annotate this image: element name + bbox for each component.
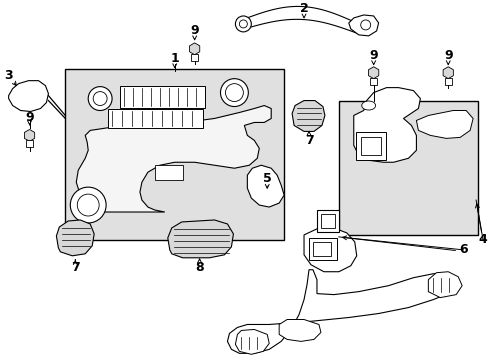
Bar <box>355 132 385 160</box>
Bar <box>191 54 198 60</box>
Polygon shape <box>24 130 35 141</box>
Circle shape <box>360 20 370 30</box>
Polygon shape <box>189 43 200 55</box>
Text: 9: 9 <box>25 111 34 124</box>
Polygon shape <box>291 100 324 131</box>
Bar <box>26 140 33 147</box>
Text: 6: 6 <box>458 243 467 256</box>
Polygon shape <box>76 105 271 212</box>
Polygon shape <box>9 81 48 112</box>
Circle shape <box>239 20 247 28</box>
Ellipse shape <box>361 101 375 110</box>
Circle shape <box>77 194 99 216</box>
Polygon shape <box>304 228 356 272</box>
Text: 7: 7 <box>304 134 313 147</box>
Polygon shape <box>56 220 94 256</box>
Circle shape <box>70 187 106 223</box>
Text: 7: 7 <box>71 261 80 274</box>
Circle shape <box>225 84 243 102</box>
Bar <box>369 78 376 85</box>
Bar <box>316 210 338 232</box>
Circle shape <box>93 91 107 105</box>
Text: 9: 9 <box>190 24 199 37</box>
Polygon shape <box>227 270 459 353</box>
Text: 9: 9 <box>368 49 377 62</box>
Polygon shape <box>235 329 269 354</box>
Bar <box>360 138 380 155</box>
Polygon shape <box>368 67 378 78</box>
Bar <box>320 214 334 228</box>
Circle shape <box>235 16 251 32</box>
Polygon shape <box>167 220 233 258</box>
Polygon shape <box>348 15 378 36</box>
Text: 8: 8 <box>195 261 203 274</box>
Polygon shape <box>427 272 461 298</box>
Bar <box>120 86 204 108</box>
Bar <box>65 69 284 240</box>
Polygon shape <box>416 111 472 138</box>
Polygon shape <box>442 67 452 78</box>
Bar <box>155 165 183 180</box>
Bar <box>312 242 330 256</box>
Text: 1: 1 <box>170 52 179 65</box>
Text: 3: 3 <box>4 69 13 82</box>
Text: 5: 5 <box>263 172 271 185</box>
Circle shape <box>220 78 248 107</box>
Bar <box>108 108 202 129</box>
Bar <box>308 238 336 260</box>
Polygon shape <box>247 165 284 207</box>
Text: 4: 4 <box>478 233 487 246</box>
Polygon shape <box>244 6 358 34</box>
Text: 9: 9 <box>443 49 451 62</box>
Bar <box>444 78 451 85</box>
Bar <box>338 100 477 235</box>
Polygon shape <box>353 87 420 162</box>
Circle shape <box>88 87 112 111</box>
Polygon shape <box>279 319 320 341</box>
Text: 2: 2 <box>299 3 308 15</box>
